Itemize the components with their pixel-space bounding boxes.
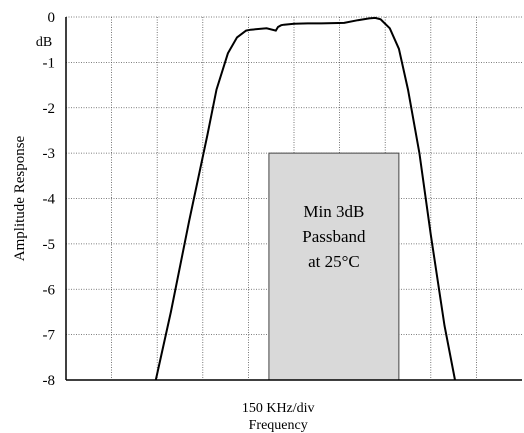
y-tick-label: -5 <box>43 237 56 253</box>
x-axis-scale-label: 150 KHz/div <box>242 401 315 416</box>
plot-frame <box>65 17 522 381</box>
y-tick-label: -4 <box>43 192 56 208</box>
annotation-line-3: at 25°C <box>308 252 360 271</box>
y-tick-label: -6 <box>43 282 56 298</box>
passband-region <box>268 152 400 381</box>
passband-annotation: Min 3dB Passband at 25°C <box>268 152 400 381</box>
y-axis-title: Amplitude Response <box>12 135 28 261</box>
x-axis-title: Frequency <box>249 418 308 433</box>
y-tick-labels: 0 -1 -2 -3 -4 -5 -6 -7 -8 <box>43 10 56 389</box>
y-tick-label: 0 <box>48 10 56 26</box>
y-tick-label: -7 <box>43 328 56 344</box>
y-tick-label: -3 <box>43 146 56 162</box>
y-tick-label: -1 <box>43 55 56 71</box>
amplitude-response-line <box>154 16 456 381</box>
annotation-line-1: Min 3dB <box>303 202 364 221</box>
annotation-line-2: Passband <box>302 227 366 246</box>
y-tick-label: -2 <box>43 101 56 117</box>
y-tick-label: -8 <box>43 373 56 389</box>
y-unit-label: dB <box>36 35 52 50</box>
